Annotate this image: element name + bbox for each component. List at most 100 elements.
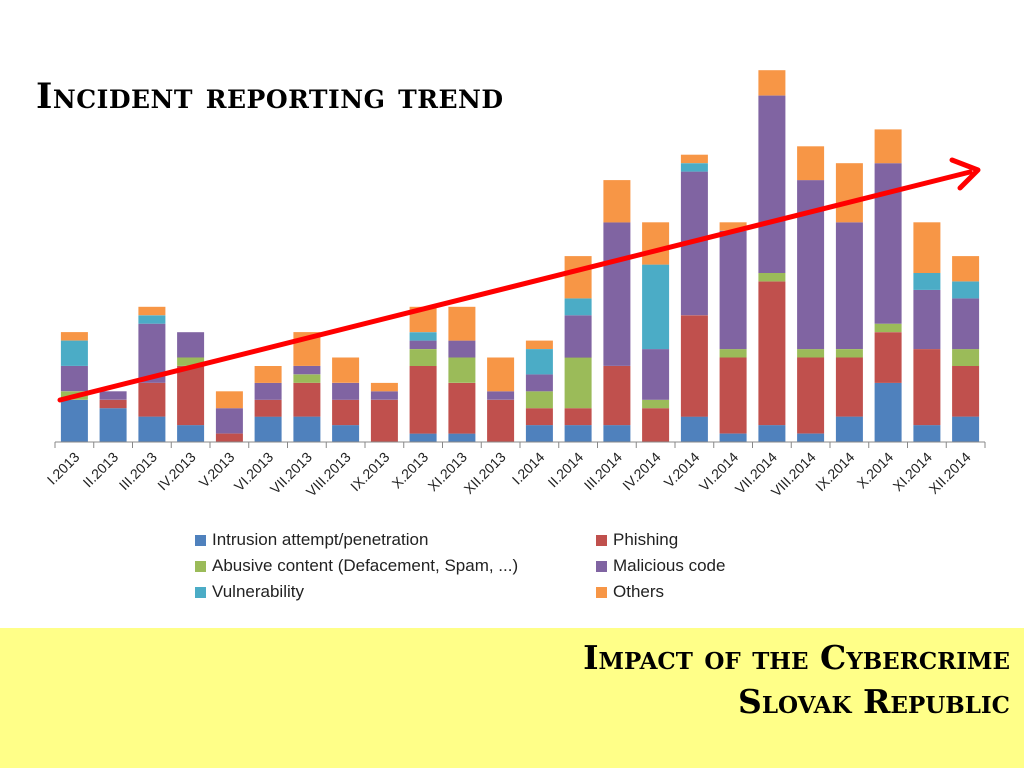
bar-segment-2-V.2013 [215, 433, 243, 442]
bar-segment-1-X.2014 [874, 382, 902, 442]
bar-segment-4-II.2014 [564, 315, 592, 358]
legend-item: Others [596, 582, 664, 602]
legend-item: Vulnerability [195, 582, 304, 602]
legend-swatch [195, 560, 206, 572]
bar-segment-2-V.2014 [680, 315, 708, 417]
bar-segment-1-III.2013 [138, 416, 166, 442]
bar-segment-3-XI.2013 [448, 357, 476, 383]
bar-segment-4-XI.2013 [448, 340, 476, 358]
x-tick-label: II.2014 [545, 449, 587, 491]
legend-swatch [195, 534, 206, 546]
bar-segment-5-V.2014 [680, 163, 708, 172]
bar-segment-4-V.2013 [215, 408, 243, 434]
bar-segment-6-III.2014 [603, 180, 631, 223]
bar-segment-5-III.2013 [138, 315, 166, 324]
bar-segment-6-XII.2014 [952, 256, 980, 282]
bar-segment-3-IV.2013 [177, 357, 205, 366]
bar-segment-2-VIII.2013 [332, 399, 360, 426]
bar-segment-5-XII.2014 [952, 281, 980, 299]
bar-segment-6-I.2013 [60, 332, 88, 341]
bar-segment-6-IX.2014 [835, 163, 863, 223]
bar-segment-2-X.2014 [874, 332, 902, 383]
bar-segment-1-IX.2014 [835, 416, 863, 442]
bar-segment-4-VII.2014 [758, 95, 786, 273]
bar-segment-6-VI.2013 [254, 366, 282, 383]
bar-segment-2-II.2014 [564, 408, 592, 426]
bar-segment-3-IX.2014 [835, 349, 863, 358]
bar-segment-1-VIII.2013 [332, 425, 360, 442]
bar-segment-6-VIII.2014 [797, 146, 825, 181]
legend-label: Phishing [613, 530, 679, 549]
bar-segment-6-I.2014 [525, 340, 553, 349]
bar-segment-2-X.2013 [409, 366, 437, 434]
x-tick-label: X.2013 [389, 449, 432, 492]
bar-segment-4-XI.2014 [913, 289, 941, 349]
legend-swatch [195, 586, 206, 598]
bar-segment-5-IV.2014 [642, 264, 670, 350]
trend-arrow [57, 157, 981, 403]
legend-label: Abusive content (Defacement, Spam, ...) [212, 556, 519, 575]
bar-segment-2-VII.2014 [758, 281, 786, 426]
bar-segment-2-IX.2014 [835, 357, 863, 417]
bar-segment-5-X.2013 [409, 332, 437, 341]
bar-segment-2-VI.2014 [719, 357, 747, 434]
bar-segment-4-IV.2014 [642, 349, 670, 400]
legend-swatch [596, 586, 607, 598]
bar-segment-4-XII.2013 [487, 391, 515, 400]
bar-segment-2-XII.2014 [952, 365, 980, 417]
bar-segment-1-II.2013 [99, 408, 127, 442]
bar-segment-3-VI.2014 [719, 349, 747, 358]
bar-segment-6-V.2014 [680, 154, 708, 164]
bar-segment-1-VII.2013 [293, 416, 321, 442]
bar-segment-2-IV.2013 [177, 366, 205, 426]
bar-segment-3-VII.2013 [293, 374, 321, 383]
x-tick-label: XII.2013 [461, 449, 509, 497]
x-tick-label: IX.2014 [812, 449, 858, 495]
legend-item: Intrusion attempt/penetration [195, 530, 428, 550]
bar-segment-4-IV.2013 [177, 332, 205, 358]
bar-segment-4-I.2013 [60, 365, 88, 392]
x-tick-label: IV.2014 [619, 449, 664, 494]
x-tick-label: III.2014 [581, 449, 625, 493]
bar-segment-4-IX.2013 [370, 391, 398, 400]
x-tick-label: III.2013 [116, 449, 160, 493]
bar-segment-6-X.2014 [874, 129, 902, 164]
bar-segment-3-XII.2014 [952, 349, 980, 366]
bar-segment-1-V.2014 [680, 416, 708, 442]
bar-segment-6-V.2013 [215, 391, 243, 409]
bar-segment-6-VI.2014 [719, 222, 747, 231]
bar-segment-5-I.2014 [525, 349, 553, 375]
bar-segment-6-XII.2013 [487, 357, 515, 392]
bar-segment-1-I.2013 [60, 399, 88, 443]
bar-segment-4-VI.2014 [719, 230, 747, 350]
x-tick-label: II.2013 [80, 449, 122, 491]
legend-label: Others [613, 582, 665, 601]
bar-segment-4-XII.2014 [952, 298, 980, 350]
bar-segment-5-I.2013 [60, 340, 88, 366]
bar-segment-4-VIII.2014 [797, 180, 825, 350]
bar-segment-4-I.2014 [525, 374, 553, 392]
bar-segment-1-VII.2014 [758, 425, 786, 442]
bar-segment-1-XI.2013 [448, 433, 476, 442]
footer-title-line2: Slovak Republic [737, 682, 1010, 721]
x-tick-labels: I.2013II.2013III.2013IV.2013V.2013VI.201… [44, 449, 974, 500]
bar-segment-2-VII.2013 [293, 382, 321, 417]
bar-segment-2-VI.2013 [254, 399, 282, 417]
x-tick-label: I.2014 [509, 449, 548, 488]
bar-segment-4-X.2014 [874, 163, 902, 324]
bar-segment-5-II.2014 [564, 298, 592, 316]
bar-segment-6-IV.2014 [642, 222, 670, 265]
x-tick-label: I.2013 [44, 449, 83, 488]
bar-segment-6-XI.2013 [448, 306, 476, 341]
bar-segment-1-III.2014 [603, 425, 631, 442]
footer-band: Impact of the Cybercrime Slovak Republic [0, 628, 1024, 768]
bar-segment-3-II.2014 [564, 357, 592, 409]
legend-swatch [596, 534, 607, 546]
bar-segment-1-II.2014 [564, 425, 592, 442]
bar-segment-6-VII.2014 [758, 70, 786, 96]
bar-segment-5-XI.2014 [913, 273, 941, 290]
x-tick-label: IX.2013 [347, 449, 393, 495]
bar-segment-6-VIII.2013 [332, 357, 360, 383]
bar-segment-3-X.2014 [874, 323, 902, 333]
bars-group [60, 70, 980, 443]
